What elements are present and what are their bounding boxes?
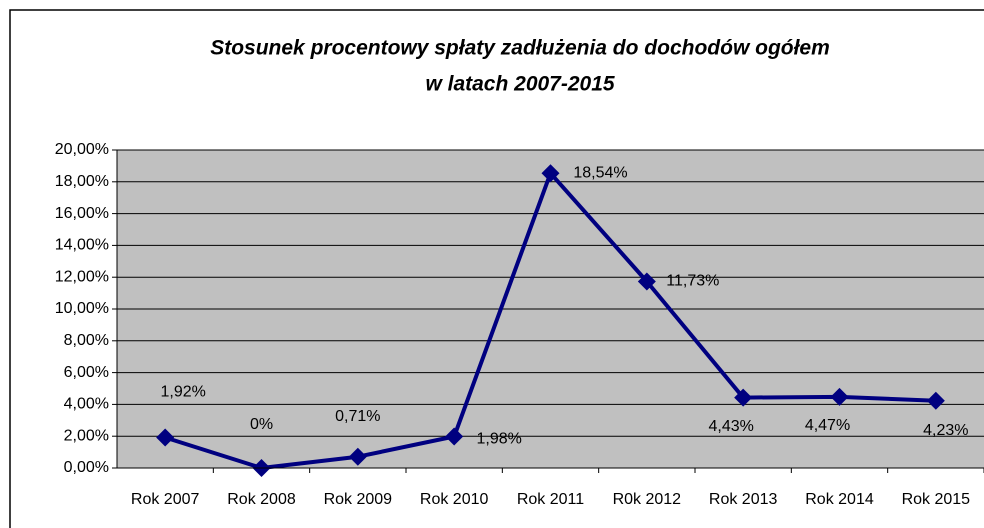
x-tick-label: Rok 2011 (517, 491, 584, 508)
y-tick-label: 16,00% (55, 205, 109, 222)
data-point (445, 427, 464, 446)
data-point (541, 164, 560, 183)
x-tick-label: Rok 2013 (709, 491, 778, 508)
chart-title: Stosunek procentowy spłaty zadłużenia do… (210, 37, 830, 60)
data-label: 4,43% (708, 418, 753, 435)
chart-title: w latach 2007-2015 (425, 73, 614, 96)
data-point (734, 388, 753, 407)
x-tick-label: Rok 2007 (131, 491, 200, 508)
data-point (156, 428, 175, 447)
data-label: 0% (250, 416, 273, 433)
y-tick-label: 20,00% (55, 141, 109, 158)
data-label: 4,47% (805, 417, 850, 434)
y-tick-label: 6,00% (64, 364, 109, 381)
data-label: 11,73% (666, 273, 719, 290)
y-tick-label: 10,00% (55, 300, 109, 317)
data-point (637, 272, 656, 291)
y-tick-label: 0,00% (64, 459, 109, 476)
y-tick-label: 8,00% (64, 332, 109, 349)
y-tick-label: 18,00% (55, 173, 109, 190)
data-label: 1,98% (476, 431, 521, 448)
data-point (830, 387, 849, 406)
x-tick-label: R0k 2012 (613, 491, 682, 508)
x-tick-label: Rok 2015 (902, 491, 971, 508)
x-tick-label: Rok 2010 (420, 491, 489, 508)
y-tick-label: 2,00% (64, 427, 109, 444)
data-label: 1,92% (160, 384, 205, 401)
y-tick-label: 14,00% (55, 237, 109, 254)
data-label: 18,54% (573, 164, 627, 181)
y-tick-label: 12,00% (55, 268, 109, 285)
x-tick-label: Rok 2008 (227, 491, 296, 508)
data-label: 4,23% (923, 422, 968, 439)
data-label: 0,71% (335, 408, 380, 425)
y-tick-label: 4,00% (64, 396, 109, 413)
x-tick-label: Rok 2009 (324, 491, 393, 508)
data-point (926, 391, 945, 410)
data-point (348, 447, 367, 466)
x-tick-label: Rok 2014 (805, 491, 874, 508)
